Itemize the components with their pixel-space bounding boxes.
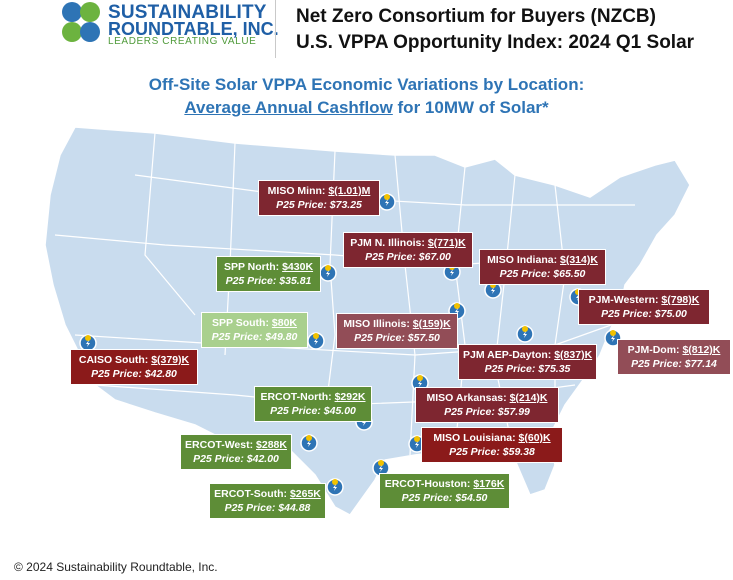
- market-price: P25 Price: $57.50: [354, 332, 440, 344]
- market-price: P25 Price: $77.14: [631, 358, 717, 370]
- subtitle-line-2: Average Annual Cashflow for 10MW of Sola…: [0, 96, 733, 119]
- solar-marker-icon[interactable]: [515, 324, 535, 344]
- market-value: $(159)K: [412, 318, 451, 330]
- market-name: MISO Louisiana:: [433, 432, 516, 444]
- market-box-miso-arkansas[interactable]: MISO Arkansas: $(214)K P25 Price: $57.99: [415, 387, 559, 423]
- market-value: $292K: [334, 391, 366, 403]
- subtitle-line-1: Off-Site Solar VPPA Economic Variations …: [148, 75, 585, 94]
- market-price: P25 Price: $73.25: [276, 199, 362, 211]
- solar-marker-icon[interactable]: [447, 301, 467, 321]
- market-box-ercot-west[interactable]: ERCOT-West: $288K P25 Price: $42.00: [180, 434, 292, 470]
- market-name: PJM N. Illinois:: [350, 237, 425, 249]
- market-name: PJM AEP-Dayton:: [463, 349, 552, 361]
- market-price: P25 Price: $42.80: [91, 368, 177, 380]
- market-box-pjm-n-illinois[interactable]: PJM N. Illinois: $(771)K P25 Price: $67.…: [343, 232, 473, 268]
- market-box-pjm-western[interactable]: PJM-Western: $(798)K P25 Price: $75.00: [578, 289, 710, 325]
- market-value: $80K: [271, 317, 297, 329]
- copyright-footer: © 2024 Sustainability Roundtable, Inc.: [14, 560, 218, 574]
- market-name: MISO Minn:: [267, 185, 326, 197]
- market-price: P25 Price: $44.88: [224, 502, 311, 514]
- market-name: MISO Arkansas:: [426, 392, 507, 404]
- logo-tagline: LEADERS CREATING VALUE: [108, 36, 257, 47]
- logo-icon: [62, 2, 100, 42]
- market-price: P25 Price: $35.81: [225, 275, 312, 287]
- market-name: CAISO South:: [78, 354, 149, 366]
- market-price: P25 Price: $67.00: [365, 251, 451, 263]
- market-price: P25 Price: $45.00: [270, 405, 356, 417]
- market-value: $(837)K: [554, 349, 593, 361]
- solar-marker-icon[interactable]: [299, 433, 319, 453]
- market-name: MISO Illinois:: [343, 318, 410, 330]
- market-value: $(771)K: [427, 237, 466, 249]
- market-value: $430K: [282, 261, 314, 273]
- logo-name-line2: ROUNDTABLE, INC.: [108, 19, 279, 39]
- market-name: SPP North:: [223, 261, 280, 273]
- market-name: ERCOT-South:: [214, 488, 288, 500]
- solar-marker-icon[interactable]: [325, 477, 345, 497]
- market-price: P25 Price: $59.38: [449, 446, 535, 458]
- logo-name-line1: SUSTAINABILITY: [108, 2, 267, 23]
- market-value: $(379)K: [151, 354, 190, 366]
- market-name: MISO Indiana:: [487, 254, 558, 266]
- market-value: $(214)K: [509, 392, 548, 404]
- title-line-1: Net Zero Consortium for Buyers (NZCB): [296, 6, 656, 27]
- market-box-ercot-houston[interactable]: ERCOT-Houston: $176K P25 Price: $54.50: [379, 473, 510, 509]
- company-logo: SUSTAINABILITY ROUNDTABLE, INC. LEADERS …: [58, 0, 279, 50]
- market-box-ercot-north[interactable]: ERCOT-North: $292K P25 Price: $45.00: [254, 386, 372, 422]
- solar-marker-icon[interactable]: [306, 331, 326, 351]
- market-box-miso-indiana[interactable]: MISO Indiana: $(314)K P25 Price: $65.50: [479, 249, 606, 285]
- market-value: $(798)K: [661, 294, 700, 306]
- market-value: $(314)K: [560, 254, 598, 266]
- market-price: P25 Price: $57.99: [444, 406, 530, 418]
- market-value: $288K: [256, 439, 287, 451]
- market-name: PJM-Dom:: [627, 344, 680, 356]
- market-box-ercot-south[interactable]: ERCOT-South: $265K P25 Price: $44.88: [209, 483, 326, 519]
- market-value: $(812)K: [682, 344, 721, 356]
- market-price: P25 Price: $42.00: [193, 453, 279, 465]
- market-box-spp-north[interactable]: SPP North: $430K P25 Price: $35.81: [216, 256, 321, 292]
- market-price: P25 Price: $49.80: [211, 331, 298, 343]
- market-price: P25 Price: $75.00: [601, 308, 687, 320]
- market-name: ERCOT-West:: [185, 439, 254, 451]
- header-divider: [275, 0, 276, 58]
- market-value: $176K: [473, 478, 505, 490]
- market-box-miso-illinois[interactable]: MISO Illinois: $(159)K P25 Price: $57.50: [336, 313, 458, 349]
- market-box-pjm-aep-dayton[interactable]: PJM AEP-Dayton: $(837)K P25 Price: $75.3…: [458, 344, 597, 380]
- market-value: $(1.01)M: [328, 185, 371, 197]
- market-name: SPP South:: [211, 317, 269, 329]
- market-price: P25 Price: $75.35: [484, 363, 571, 375]
- map-subtitle: Off-Site Solar VPPA Economic Variations …: [0, 73, 733, 119]
- market-value: $265K: [289, 488, 321, 500]
- market-box-caiso-south[interactable]: CAISO South: $(379)K P25 Price: $42.80: [70, 349, 198, 385]
- title-line-2: U.S. VPPA Opportunity Index: 2024 Q1 Sol…: [296, 32, 695, 53]
- market-box-spp-south[interactable]: SPP South: $80K P25 Price: $49.80: [201, 312, 308, 348]
- solar-marker-icon[interactable]: [318, 263, 338, 283]
- page-title: Net Zero Consortium for Buyers (NZCB) U.…: [296, 4, 694, 56]
- market-name: ERCOT-Houston:: [384, 478, 471, 490]
- market-box-miso-minn[interactable]: MISO Minn: $(1.01)M P25 Price: $73.25: [258, 180, 380, 216]
- market-price: P25 Price: $65.50: [499, 268, 586, 280]
- subtitle-underlined: Average Annual Cashflow: [184, 98, 393, 117]
- market-price: P25 Price: $54.50: [401, 492, 488, 504]
- market-box-miso-louisiana[interactable]: MISO Louisiana: $(60)K P25 Price: $59.38: [421, 427, 563, 463]
- market-name: ERCOT-North:: [260, 391, 332, 403]
- market-box-pjm-dom[interactable]: PJM-Dom: $(812)K P25 Price: $77.14: [617, 339, 731, 375]
- market-value: $(60)K: [518, 432, 551, 444]
- solar-marker-icon[interactable]: [377, 192, 397, 212]
- subtitle-rest: for 10MW of Solar*: [392, 98, 549, 117]
- market-name: PJM-Western:: [588, 294, 659, 306]
